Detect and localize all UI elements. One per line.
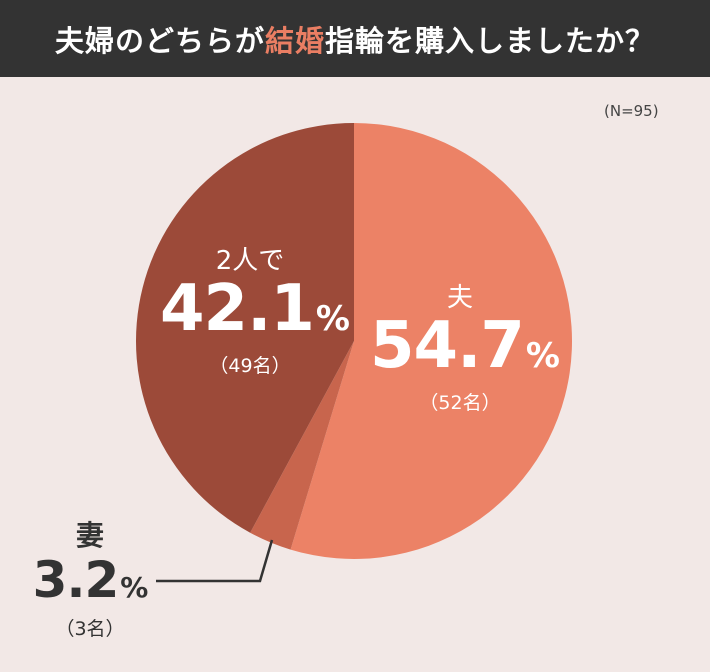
label-wife-pct: 3.2% — [32, 551, 149, 609]
label-husband: 夫 54.7% （52名） — [370, 277, 560, 415]
slice-both — [136, 123, 354, 533]
label-husband-name: 夫 — [446, 283, 473, 313]
chart-title: 夫婦のどちらが結婚指輪を購入しましたか？ — [55, 18, 655, 60]
header-bar: 夫婦のどちらが結婚指輪を購入しましたか？ — [0, 0, 710, 77]
label-both-name: 2人で — [215, 246, 285, 276]
label-both-pct: 42.1% — [160, 272, 350, 346]
label-wife: 妻 3.2% （3名） — [20, 514, 160, 641]
label-husband-pct: 54.7% — [370, 309, 560, 383]
sample-size: (N=95) — [604, 102, 659, 120]
label-wife-count: （3名） — [55, 618, 125, 640]
title-text-post: 指輪を購入しましたか？ — [325, 23, 656, 58]
title-highlight: 結婚 — [264, 23, 325, 58]
label-wife-name: 妻 — [75, 519, 104, 552]
slice-husband — [290, 123, 572, 560]
title-text-pre: 夫婦のどちらが — [54, 23, 265, 58]
wife-leader-line — [156, 539, 274, 583]
label-both-count: （49名） — [209, 355, 291, 377]
slice-wife — [250, 341, 354, 550]
label-both: 2人で 42.1% （49名） — [160, 240, 350, 378]
label-husband-count: （52名） — [419, 392, 501, 414]
